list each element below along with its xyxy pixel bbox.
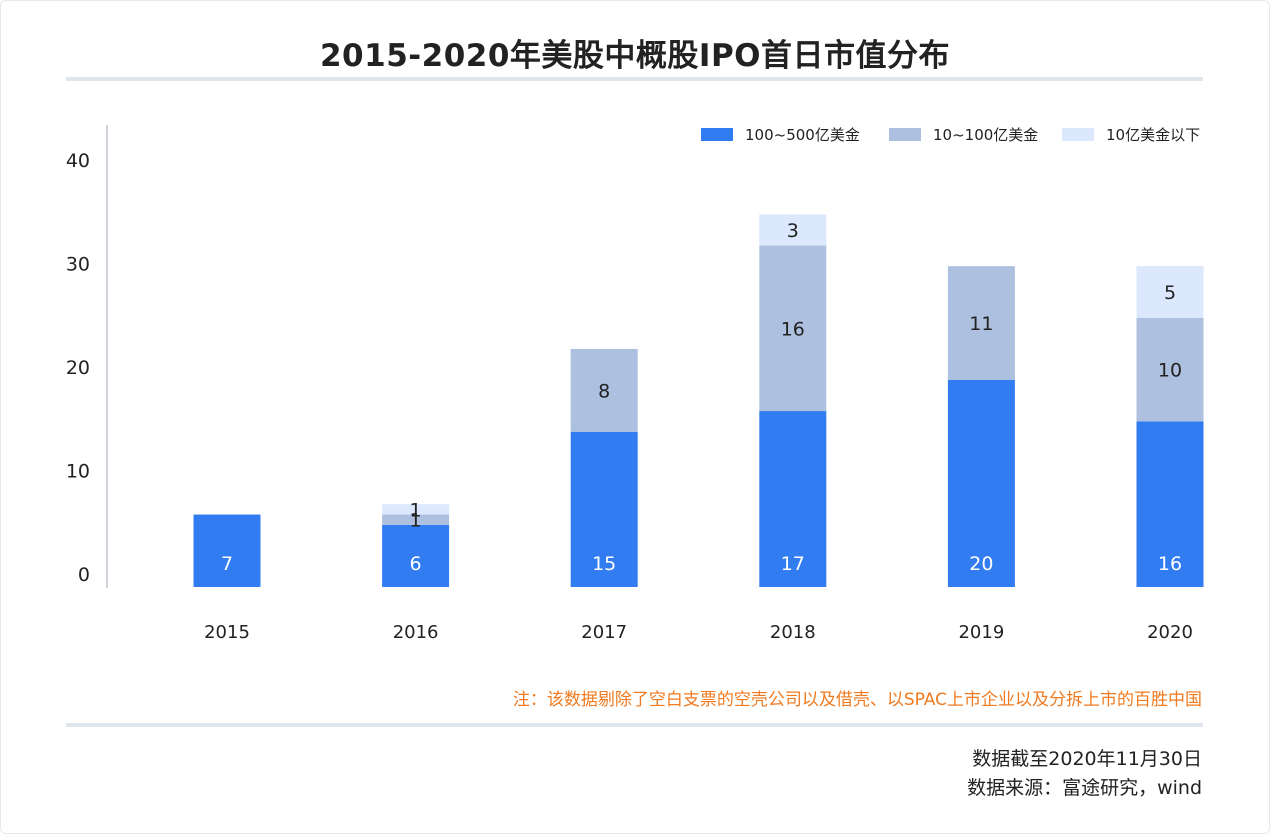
bar-2017-series-1 xyxy=(570,348,638,432)
legend-swatch-1 xyxy=(889,128,921,141)
data-label-2015-series-0: 7 xyxy=(221,553,233,575)
bar-2016-series-0 xyxy=(382,524,450,587)
data-label-2019-series-0: 20 xyxy=(969,553,993,575)
title-divider xyxy=(66,77,1203,81)
y-tick-label: 40 xyxy=(66,150,90,172)
data-label-2020-series-2: 5 xyxy=(1164,282,1176,304)
data-label-2018-series-2: 3 xyxy=(787,220,799,242)
x-tick-label: 2017 xyxy=(581,622,627,643)
data-label-2016-series-0: 6 xyxy=(410,553,422,575)
data-label-2017-series-1: 8 xyxy=(598,380,610,402)
stacked-bar-chart: 0 10 20 30 40 7 6 11 15 8 17 16 3 20 11 16 10 5 2015 2016… xyxy=(66,125,1204,643)
bar-2016-series-1 xyxy=(382,514,450,525)
legend: 100~500亿美金 10~100亿美金 10亿美金以下 xyxy=(701,126,1200,144)
bar-2016-series-2 xyxy=(382,504,450,515)
data-cutoff-date: 数据截至2020年11月30日 xyxy=(972,748,1202,770)
y-axis: 0 10 20 30 40 xyxy=(66,125,108,588)
data-label-2017-series-0: 15 xyxy=(592,553,616,575)
bar-2018-series-2 xyxy=(759,214,827,246)
bar-series xyxy=(193,214,1204,587)
data-label-2019-series-1: 11 xyxy=(969,313,993,335)
data-source: 数据来源：富途研究，wind xyxy=(967,777,1202,799)
x-tick-label: 2016 xyxy=(393,622,439,643)
legend-swatch-2 xyxy=(1062,128,1094,141)
x-tick-label: 2019 xyxy=(958,622,1004,643)
bar-2020-series-2 xyxy=(1136,266,1204,318)
chart-title: 2015-2020年美股中概股IPO首日市值分布 xyxy=(319,38,951,74)
bar-2018-series-1 xyxy=(759,245,827,412)
data-label-2016-series-1: 1 xyxy=(410,510,422,532)
y-tick-label: 0 xyxy=(78,564,90,586)
footer-divider xyxy=(66,723,1203,727)
data-note: 注：该数据剔除了空白支票的空壳公司以及借壳、以SPAC上市企业以及分拆上市的百胜… xyxy=(512,690,1202,710)
data-labels: 7 6 11 15 8 17 16 3 20 11 16 10 5 xyxy=(221,220,1182,575)
bar-2019-series-0 xyxy=(947,380,1015,587)
legend-label-1: 10~100亿美金 xyxy=(933,126,1038,144)
bar-2015-series-0 xyxy=(193,514,261,587)
bar-2020-series-0 xyxy=(1136,421,1204,587)
y-tick-label: 30 xyxy=(66,254,90,276)
x-tick-label: 2020 xyxy=(1147,622,1193,643)
data-label-2020-series-1: 10 xyxy=(1158,360,1182,382)
x-tick-label: 2015 xyxy=(204,622,250,643)
bar-2019-series-1 xyxy=(947,266,1015,380)
data-label-2016-series-2: 1 xyxy=(410,499,422,521)
x-axis: 2015 2016 2017 2018 2019 2020 xyxy=(204,622,1193,643)
data-label-2020-series-0: 16 xyxy=(1158,553,1182,575)
bar-2020-series-1 xyxy=(1136,317,1204,422)
y-tick-label: 10 xyxy=(66,461,90,483)
legend-swatch-0 xyxy=(701,128,733,141)
bar-2017-series-0 xyxy=(570,431,638,587)
legend-label-0: 100~500亿美金 xyxy=(745,126,860,144)
data-label-2018-series-0: 17 xyxy=(781,553,805,575)
y-tick-label: 20 xyxy=(66,357,90,379)
data-label-2018-series-1: 16 xyxy=(781,318,805,340)
x-tick-label: 2018 xyxy=(770,622,816,643)
legend-label-2: 10亿美金以下 xyxy=(1106,126,1200,144)
bar-2018-series-0 xyxy=(759,411,827,587)
